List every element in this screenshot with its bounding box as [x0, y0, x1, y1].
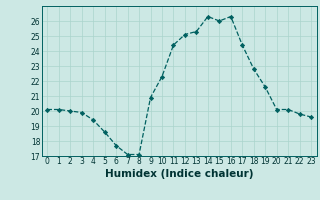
X-axis label: Humidex (Indice chaleur): Humidex (Indice chaleur)	[105, 169, 253, 179]
